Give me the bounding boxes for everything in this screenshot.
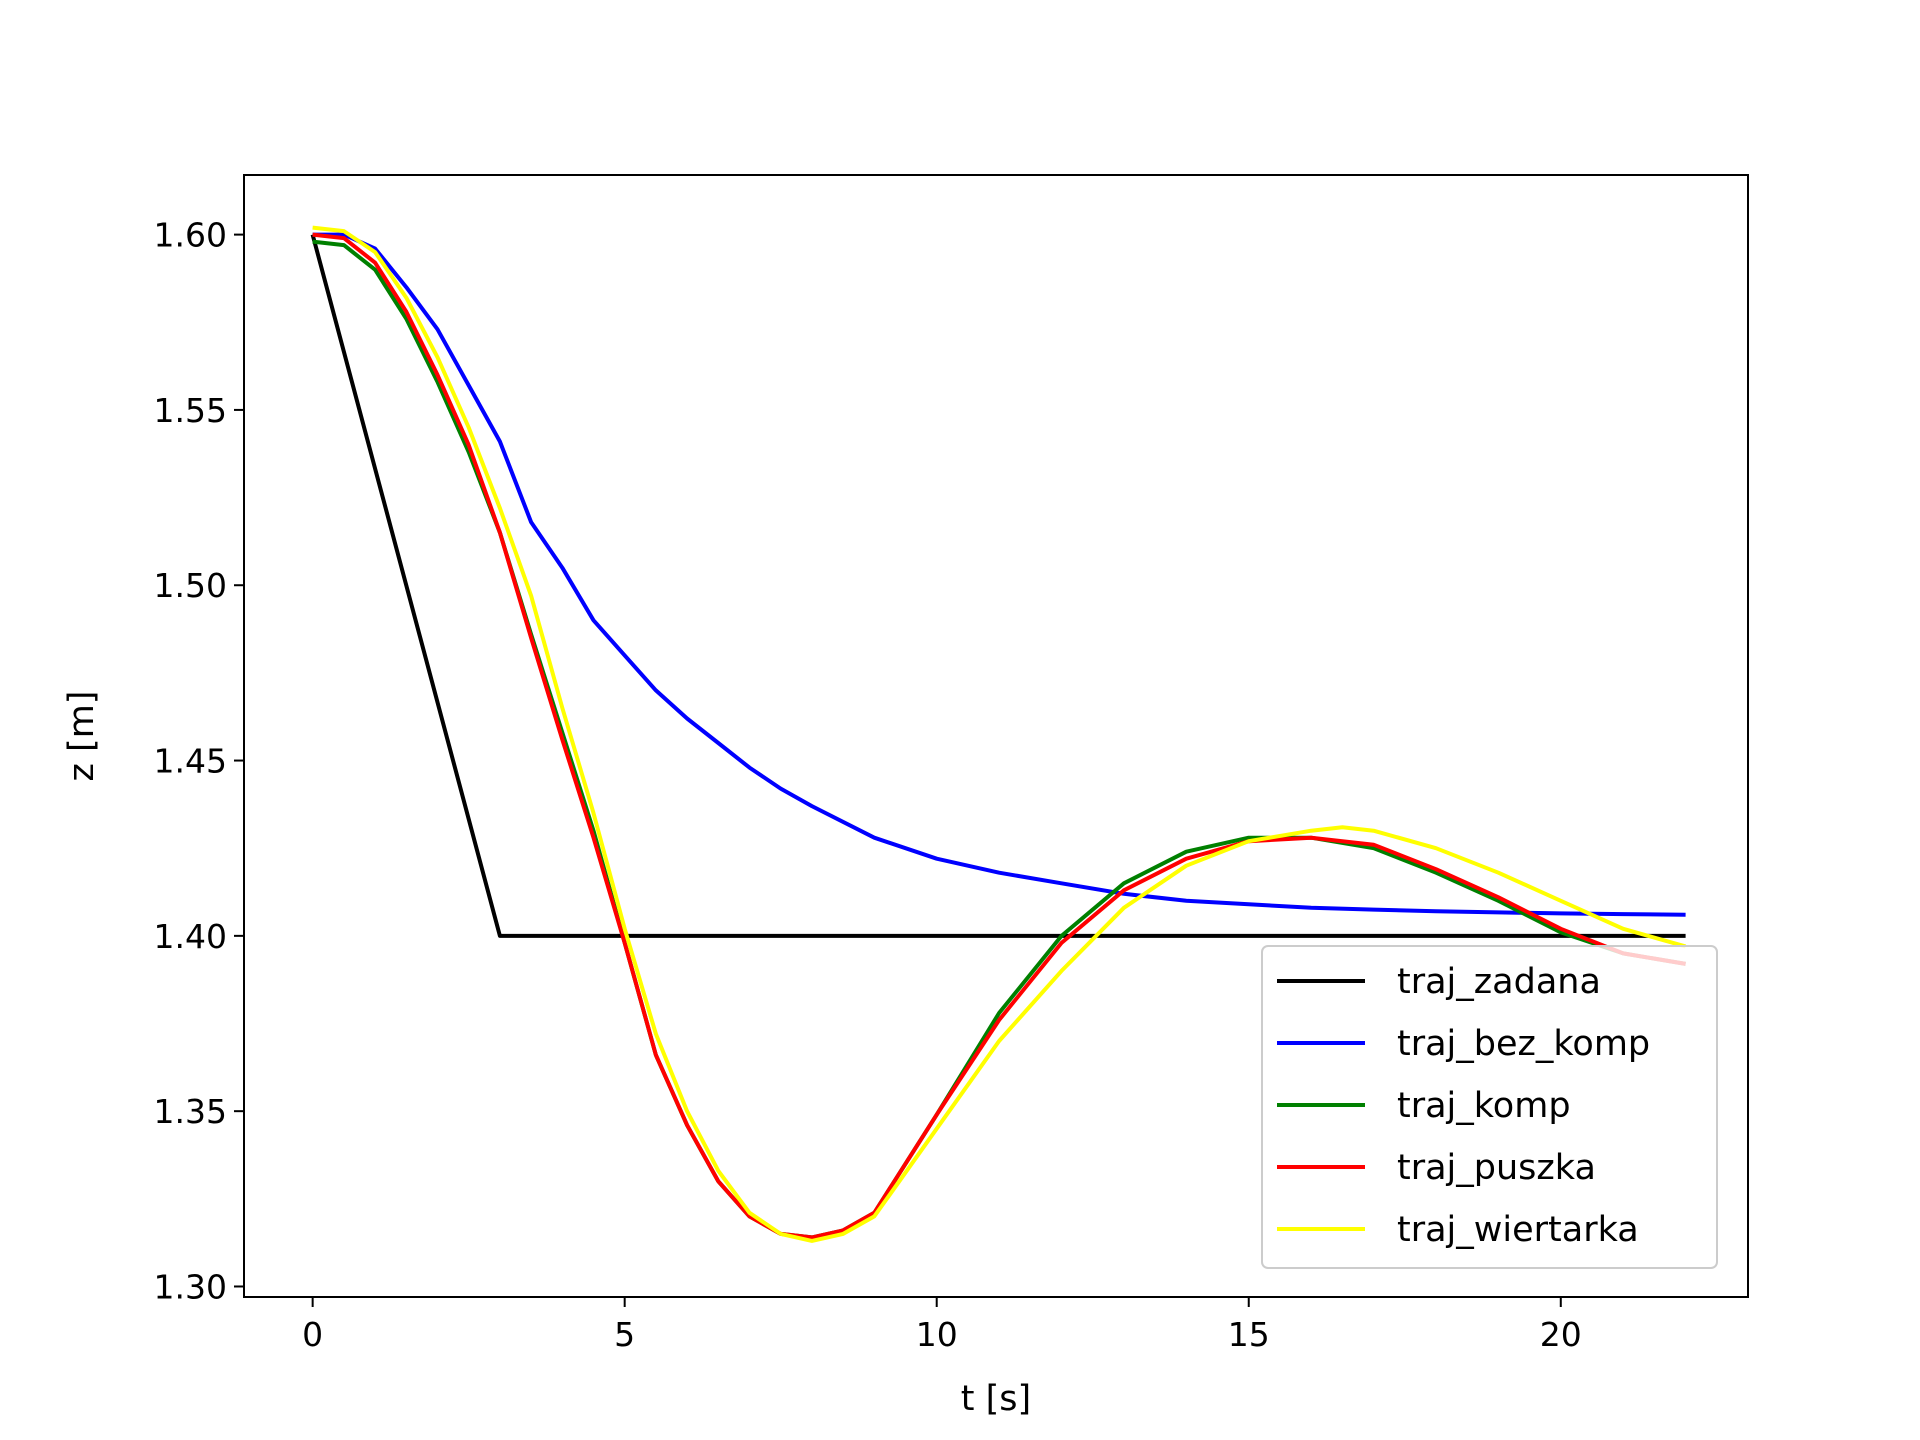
- series-layer: [310, 225, 1687, 1243]
- legend-item: traj_bez_komp: [1277, 1024, 1650, 1064]
- y-tick-label: 1.60: [154, 216, 227, 255]
- legend: traj_zadana traj_bez_komp traj_komp traj_pu…: [1261, 945, 1718, 1269]
- legend-item: traj_komp: [1277, 1086, 1571, 1126]
- x-axis: 0 5 10 15 20: [302, 1297, 1582, 1354]
- series-line-traj-bez-komp: [312, 232, 1686, 917]
- legend-label: traj_puszka: [1397, 1148, 1596, 1188]
- legend-item: traj_zadana: [1277, 962, 1601, 1002]
- legend-label: traj_zadana: [1397, 962, 1601, 1002]
- y-tick-label: 1.40: [154, 917, 227, 956]
- x-tick-label: 5: [614, 1315, 635, 1354]
- x-axis-label: t [s]: [961, 1379, 1031, 1419]
- series-line-traj-zadana: [310, 234, 1686, 938]
- y-axis-label: z [m]: [62, 691, 102, 782]
- legend-item: traj_wiertarka: [1277, 1210, 1639, 1250]
- legend-label: traj_wiertarka: [1397, 1210, 1639, 1250]
- series-line-traj-wiertarka: [312, 225, 1687, 1243]
- x-tick-label: 20: [1540, 1315, 1582, 1354]
- y-tick-label: 1.45: [154, 742, 227, 781]
- y-axis: 1.30 1.35 1.40 1.45 1.50 1.55 1.60: [154, 216, 244, 1306]
- y-tick-label: 1.35: [154, 1092, 227, 1131]
- legend-label: traj_bez_komp: [1397, 1024, 1650, 1064]
- y-tick-label: 1.55: [154, 391, 227, 430]
- y-tick-label: 1.30: [154, 1267, 227, 1306]
- y-tick-label: 1.50: [154, 566, 227, 605]
- plot-frame: [243, 174, 1749, 1298]
- x-tick-label: 0: [302, 1315, 323, 1354]
- legend-box: [1261, 945, 1718, 1269]
- legend-item: traj_puszka: [1277, 1148, 1596, 1188]
- legend-label: traj_komp: [1397, 1086, 1571, 1126]
- x-tick-label: 10: [916, 1315, 958, 1354]
- x-tick-label: 15: [1228, 1315, 1270, 1354]
